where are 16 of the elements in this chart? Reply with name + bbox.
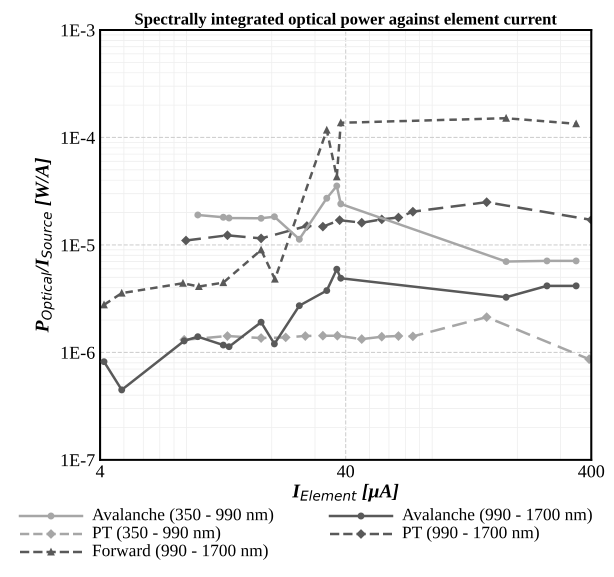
legend-label: Avalanche (990 - 1700 nm): [402, 508, 592, 524]
chart-title: Spectrally integrated optical power against element current: [135, 12, 557, 28]
x-axis-title: I$_{Element}$ [µA]: [292, 484, 398, 502]
legend-label: Avalanche (350 - 990 nm): [92, 508, 274, 524]
x-tick-label: 4: [96, 465, 104, 478]
y-tick-label: 1E-4: [62, 132, 95, 144]
y-tick-label: 1E-7: [62, 454, 95, 466]
x-tick-label: 40: [337, 465, 354, 478]
legend-label: PT (990 - 1700 nm): [402, 526, 539, 542]
y-axis-title: P$_{Optical}$/I$_{Source}$ [W/A]: [34, 158, 54, 332]
x-tick-label: 400: [578, 465, 604, 478]
legend-label: Forward (990 - 1700 nm): [92, 544, 268, 560]
y-tick-label: 1E-3: [62, 24, 95, 36]
y-tick-label: 1E-6: [62, 346, 95, 359]
legend-label: PT (350 - 990 nm): [92, 526, 220, 542]
y-tick-label: 1E-5: [62, 239, 95, 252]
